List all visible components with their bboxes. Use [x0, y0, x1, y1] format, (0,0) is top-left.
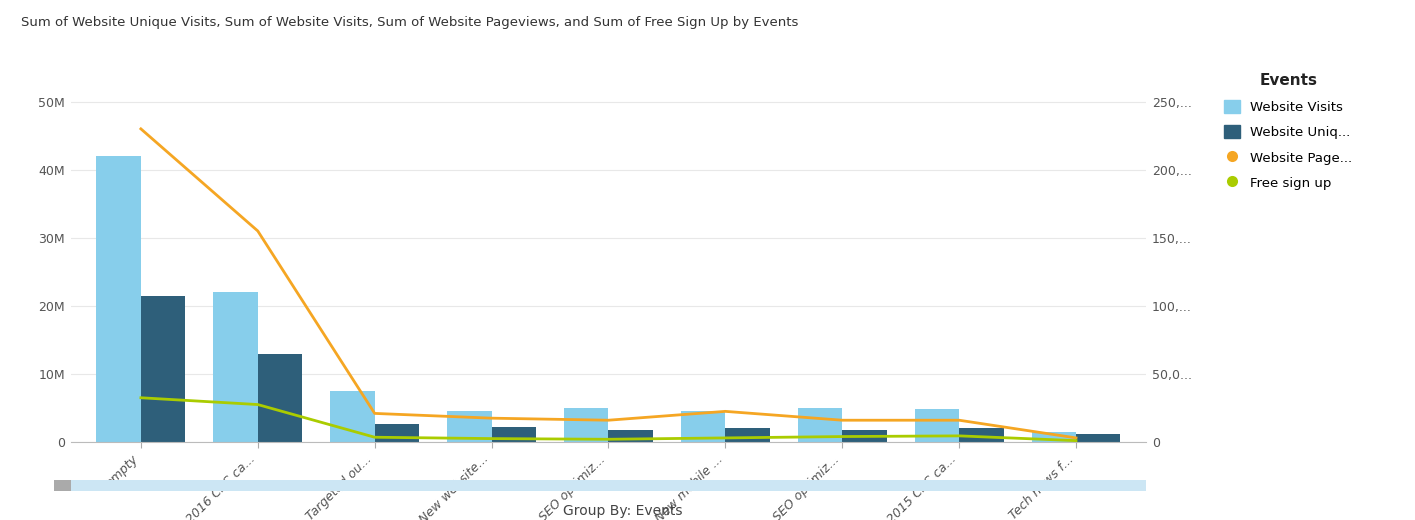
Bar	[330, 391, 375, 442]
Bar	[959, 428, 1003, 442]
Bar	[798, 408, 842, 442]
Bar	[142, 296, 185, 442]
Legend: Website Visits, Website Uniq..., Website Page..., Free sign up: Website Visits, Website Uniq..., Website…	[1217, 67, 1358, 197]
Bar	[375, 424, 419, 442]
Bar	[1075, 434, 1121, 442]
Bar	[258, 354, 303, 442]
Bar	[96, 156, 142, 442]
Bar	[726, 428, 770, 442]
Bar	[681, 411, 726, 442]
Bar	[1032, 432, 1075, 442]
Text: Sum of Website Unique Visits, Sum of Website Visits, Sum of Website Pageviews, a: Sum of Website Unique Visits, Sum of Web…	[21, 16, 798, 29]
Bar	[914, 409, 959, 442]
Bar	[842, 430, 887, 442]
Text: Group By: Events: Group By: Events	[563, 504, 682, 518]
Bar	[491, 427, 536, 442]
Bar	[565, 408, 608, 442]
Bar	[214, 292, 258, 442]
Bar	[447, 411, 491, 442]
Bar	[608, 430, 652, 442]
